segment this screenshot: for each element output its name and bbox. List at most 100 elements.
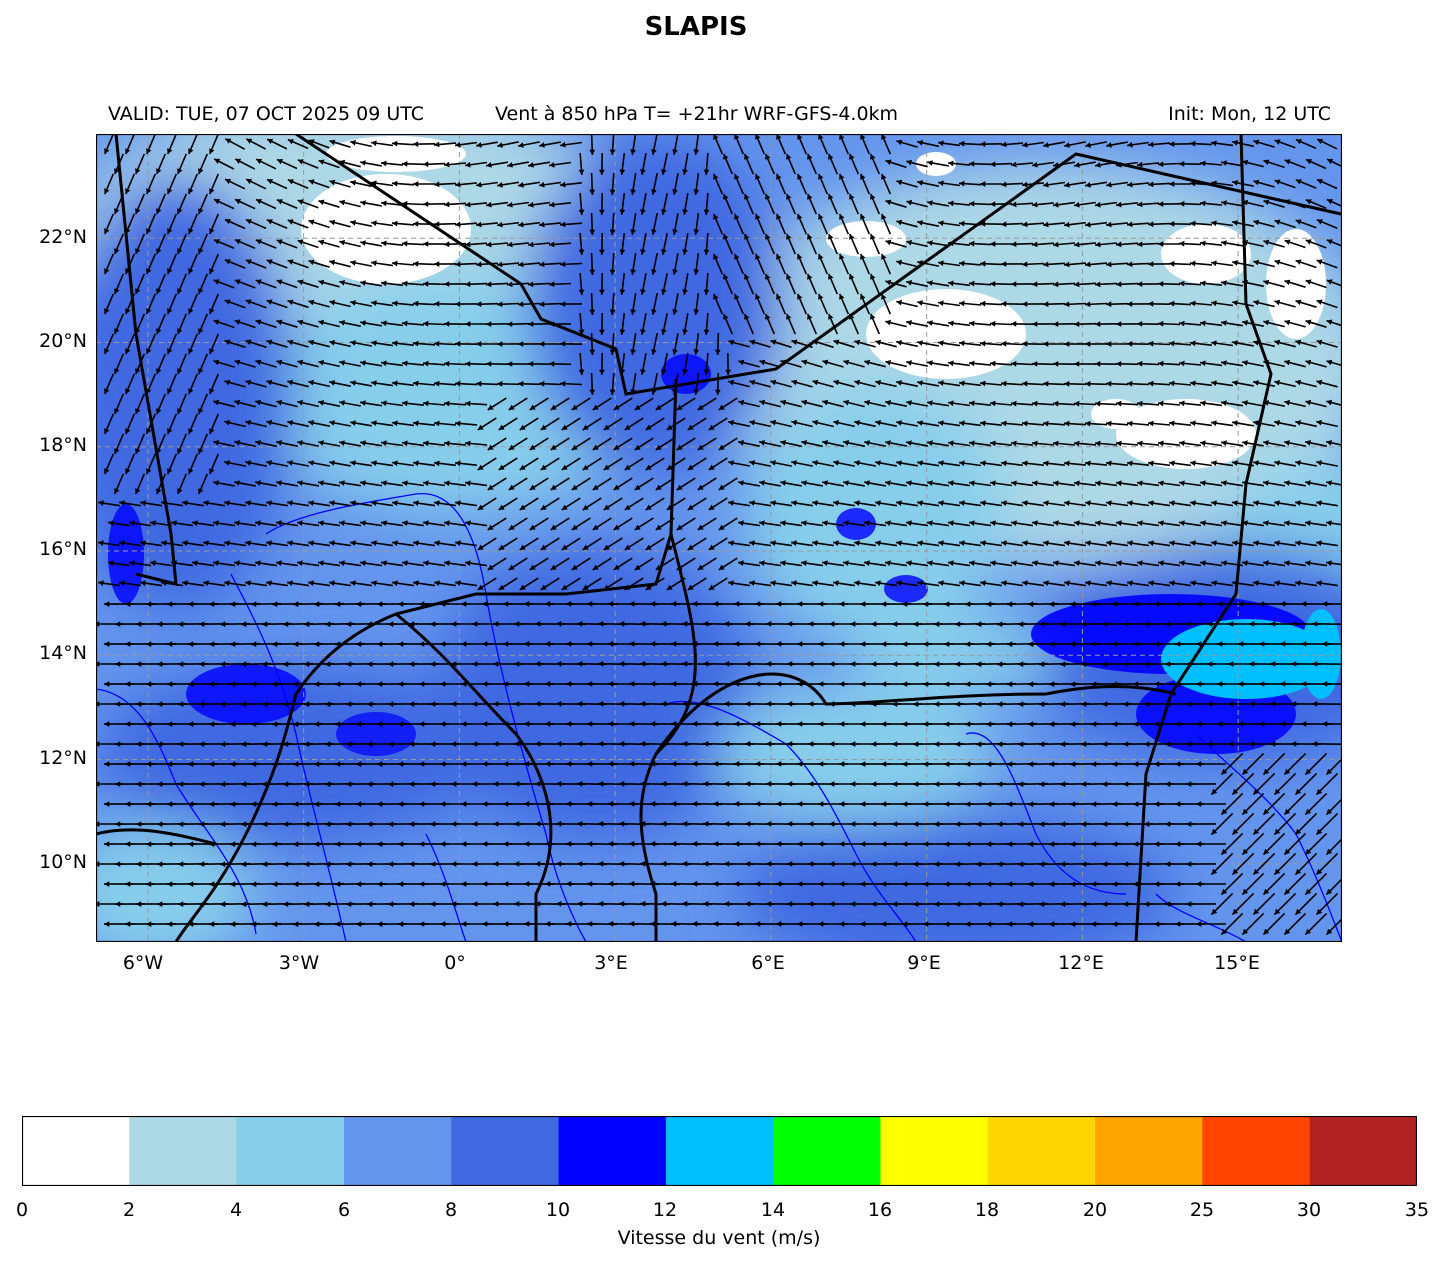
wind-arrow bbox=[176, 313, 188, 335]
wind-arrow bbox=[1295, 460, 1317, 467]
wind-arrow bbox=[884, 560, 908, 567]
wind-arrow bbox=[676, 437, 696, 451]
wind-arrow bbox=[145, 213, 157, 235]
wind-arrow bbox=[672, 253, 679, 275]
wind-arrow bbox=[779, 520, 803, 527]
wind-arrow bbox=[476, 141, 498, 148]
wind-arrow bbox=[370, 460, 394, 467]
wind-arrow bbox=[128, 520, 152, 527]
wind-arrow bbox=[1094, 201, 1118, 208]
wind-arrow bbox=[990, 440, 1012, 447]
wind-arrow bbox=[1231, 580, 1255, 587]
wind-arrow bbox=[916, 460, 940, 467]
colorbar-tick: 8 bbox=[444, 1199, 458, 1221]
wind-arrow bbox=[560, 181, 582, 188]
wind-arrow bbox=[443, 241, 467, 248]
wind-arrow bbox=[506, 321, 530, 327]
wind-arrow bbox=[790, 500, 814, 507]
wind-arrow bbox=[748, 540, 772, 547]
wind-arrow bbox=[926, 560, 950, 567]
wind-arrow bbox=[1168, 500, 1192, 507]
wind-arrow bbox=[155, 393, 167, 415]
wind-arrow bbox=[1231, 420, 1255, 427]
wind-arrow bbox=[443, 281, 467, 287]
colorbar-cell bbox=[880, 1116, 989, 1186]
wind-arrow bbox=[630, 332, 637, 356]
wind-arrow bbox=[561, 537, 581, 551]
wind-arrow bbox=[1295, 420, 1317, 428]
wind-arrow bbox=[885, 279, 907, 288]
wind-arrow bbox=[506, 201, 530, 208]
colorbar-cell bbox=[1202, 1116, 1311, 1186]
wind-arrow bbox=[864, 480, 886, 487]
wind-arrow bbox=[979, 380, 1003, 387]
wind-arrow bbox=[265, 500, 289, 507]
wind-arrow bbox=[869, 233, 881, 255]
colorbar-tick: 4 bbox=[229, 1199, 243, 1221]
wind-arrow bbox=[1021, 420, 1045, 427]
wind-arrow bbox=[433, 340, 457, 347]
wind-arrow bbox=[402, 360, 424, 367]
wind-arrow bbox=[827, 193, 839, 215]
lat-tick-label: 12°N bbox=[39, 747, 87, 769]
wind-arrow bbox=[391, 420, 415, 427]
wind-arrow bbox=[854, 420, 876, 428]
wind-arrow bbox=[979, 340, 1003, 347]
wind-arrow bbox=[1274, 299, 1296, 308]
wind-arrow bbox=[1157, 281, 1181, 287]
wind-arrow bbox=[391, 140, 415, 147]
wind-arrow bbox=[519, 417, 539, 431]
wind-arrow bbox=[308, 299, 330, 308]
colorbar-cell bbox=[129, 1116, 238, 1186]
wind-arrow bbox=[1126, 420, 1150, 427]
wind-arrow bbox=[517, 301, 541, 308]
wind-arrow bbox=[145, 293, 157, 315]
wind-arrow bbox=[297, 159, 319, 169]
wind-arrow bbox=[1094, 321, 1118, 327]
wind-arrow bbox=[843, 440, 865, 447]
wind-arrow bbox=[1147, 380, 1171, 387]
wind-arrow bbox=[308, 219, 330, 229]
wind-arrow bbox=[884, 520, 908, 527]
wind-arrow bbox=[255, 198, 277, 210]
wind-arrow bbox=[1274, 339, 1296, 348]
wind-arrow bbox=[1085, 141, 1107, 148]
wind-arrow bbox=[538, 301, 562, 308]
wind-arrow bbox=[134, 313, 146, 335]
wind-arrow bbox=[1031, 321, 1055, 327]
wind-arrow bbox=[968, 320, 992, 327]
wind-arrow bbox=[401, 161, 425, 167]
wind-arrow bbox=[1284, 199, 1306, 209]
wind-arrow bbox=[287, 379, 309, 388]
wind-arrow bbox=[223, 580, 247, 587]
wind-arrow bbox=[208, 453, 220, 475]
wind-arrow bbox=[905, 560, 929, 567]
wind-arrow bbox=[1105, 181, 1129, 188]
wind-arrow bbox=[244, 500, 268, 507]
wind-arrow bbox=[927, 200, 949, 207]
wind-arrow bbox=[360, 240, 382, 247]
wind-arrow bbox=[1262, 520, 1286, 527]
wind-arrow bbox=[370, 580, 394, 587]
wind-arrow bbox=[433, 420, 457, 427]
wind-arrow bbox=[1126, 301, 1150, 307]
wind-arrow bbox=[1126, 261, 1150, 268]
wind-arrow bbox=[496, 261, 520, 268]
wind-arrow bbox=[1220, 560, 1244, 567]
wind-arrow bbox=[979, 141, 1003, 147]
wind-arrow bbox=[926, 400, 950, 407]
wind-arrow bbox=[538, 380, 562, 387]
wind-arrow bbox=[1157, 360, 1181, 367]
wind-arrow bbox=[764, 273, 776, 295]
wind-arrow bbox=[801, 359, 823, 368]
wind-arrow bbox=[1321, 641, 1342, 647]
wind-arrow bbox=[1252, 540, 1276, 547]
wind-arrow bbox=[329, 460, 351, 467]
wind-arrow bbox=[464, 281, 488, 288]
wind-arrow bbox=[1000, 141, 1024, 148]
wind-arrow bbox=[801, 440, 823, 448]
wind-arrow bbox=[1200, 280, 1222, 287]
wind-arrow bbox=[758, 520, 782, 527]
wind-arrow bbox=[145, 173, 157, 195]
wind-arrow bbox=[634, 517, 654, 531]
